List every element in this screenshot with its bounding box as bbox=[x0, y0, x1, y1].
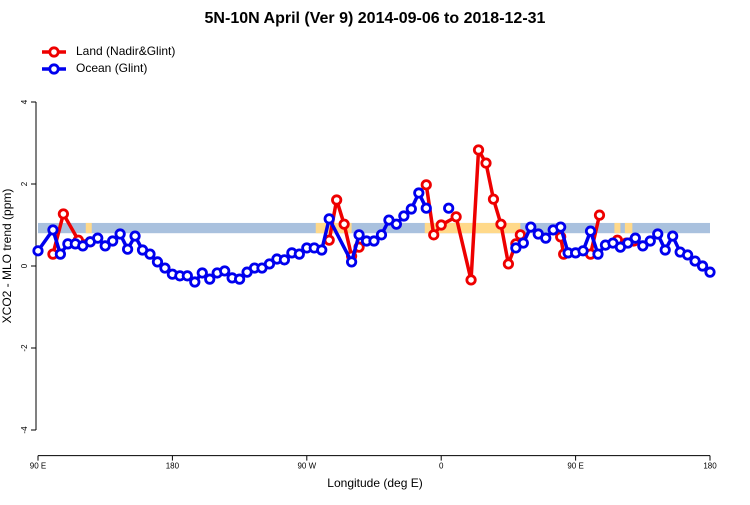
data-point bbox=[196, 267, 208, 279]
data-point bbox=[331, 194, 343, 206]
data-point bbox=[420, 202, 432, 214]
data-point bbox=[622, 237, 634, 249]
data-point bbox=[204, 273, 216, 285]
data-point bbox=[144, 248, 156, 260]
data-point bbox=[32, 245, 44, 257]
data-point bbox=[345, 256, 358, 268]
data-point bbox=[181, 270, 193, 282]
data-point bbox=[465, 274, 477, 286]
series-line bbox=[51, 148, 635, 282]
data-point bbox=[234, 273, 246, 285]
data-point bbox=[122, 243, 134, 255]
data-point bbox=[278, 254, 290, 266]
data-point bbox=[443, 202, 455, 214]
data-point bbox=[54, 248, 67, 260]
data-point bbox=[629, 232, 641, 244]
y-tick-label: -4 bbox=[20, 426, 29, 434]
data-point bbox=[667, 230, 679, 242]
y-tick-label: 2 bbox=[20, 181, 29, 186]
data-point bbox=[681, 249, 694, 261]
data-point bbox=[219, 265, 231, 277]
data-point bbox=[390, 218, 402, 230]
x-tick-label: 0 bbox=[439, 462, 444, 471]
reference-band bbox=[38, 222, 710, 234]
data-point bbox=[47, 224, 59, 236]
data-point bbox=[263, 258, 276, 270]
data-point bbox=[323, 213, 335, 225]
data-point bbox=[487, 193, 500, 205]
data-point bbox=[502, 258, 514, 270]
x-tick-label: 180 bbox=[703, 462, 717, 471]
data-point bbox=[189, 276, 201, 288]
data-point bbox=[689, 255, 701, 267]
data-point bbox=[659, 244, 671, 256]
data-point bbox=[540, 232, 552, 244]
data-point bbox=[472, 144, 485, 156]
data-point bbox=[495, 218, 507, 230]
legend-marker bbox=[48, 63, 60, 75]
legend-label: Land (Nadir&Glint) bbox=[76, 44, 175, 58]
x-tick-label: 90 E bbox=[567, 462, 583, 471]
data-point bbox=[353, 229, 365, 241]
data-point bbox=[92, 232, 104, 244]
x-tick-label: 90 E bbox=[30, 462, 46, 471]
data-point bbox=[375, 229, 388, 241]
data-point bbox=[129, 230, 141, 242]
data-point bbox=[525, 221, 537, 233]
data-point bbox=[428, 229, 440, 241]
data-point bbox=[644, 235, 656, 247]
y-axis-label: XCO2 - MLO trend (ppm) bbox=[0, 189, 14, 324]
data-point bbox=[592, 248, 604, 260]
data-point bbox=[704, 266, 716, 278]
data-point bbox=[584, 225, 597, 237]
y-tick-label: 0 bbox=[20, 263, 29, 268]
data-point bbox=[405, 203, 417, 215]
data-point bbox=[696, 260, 709, 272]
data-point bbox=[107, 235, 119, 247]
highlight bbox=[85, 222, 92, 234]
data-point bbox=[652, 228, 664, 240]
data-point bbox=[510, 242, 522, 254]
data-point bbox=[159, 262, 171, 274]
data-point bbox=[151, 256, 164, 268]
legend-marker bbox=[48, 46, 60, 58]
data-point bbox=[593, 209, 606, 221]
x-axis-label: Longitude (deg E) bbox=[327, 476, 422, 490]
y-tick-label: -2 bbox=[20, 344, 29, 352]
highlight bbox=[624, 222, 633, 234]
chart-title: 5N-10N April (Ver 9) 2014-09-06 to 2018-… bbox=[205, 10, 546, 27]
highlight bbox=[614, 222, 621, 234]
data-point bbox=[57, 208, 69, 220]
data-point bbox=[420, 179, 432, 191]
data-point bbox=[413, 187, 425, 199]
data-point bbox=[338, 218, 350, 230]
x-tick-label: 90 W bbox=[297, 462, 316, 471]
y-tick-label: 4 bbox=[20, 99, 29, 104]
data-point bbox=[114, 228, 126, 240]
data-point bbox=[577, 245, 589, 257]
legend-label: Ocean (Glint) bbox=[76, 61, 147, 75]
data-point bbox=[480, 157, 492, 169]
data-point bbox=[99, 240, 111, 252]
x-tick-label: 180 bbox=[166, 462, 180, 471]
data-point bbox=[316, 244, 328, 256]
data-point bbox=[555, 221, 567, 233]
data-point bbox=[450, 211, 462, 223]
data-point bbox=[368, 235, 380, 247]
data-point bbox=[398, 210, 410, 222]
data-point bbox=[637, 240, 649, 252]
data-point bbox=[517, 237, 529, 249]
data-point bbox=[435, 219, 447, 231]
data-point bbox=[293, 248, 305, 260]
